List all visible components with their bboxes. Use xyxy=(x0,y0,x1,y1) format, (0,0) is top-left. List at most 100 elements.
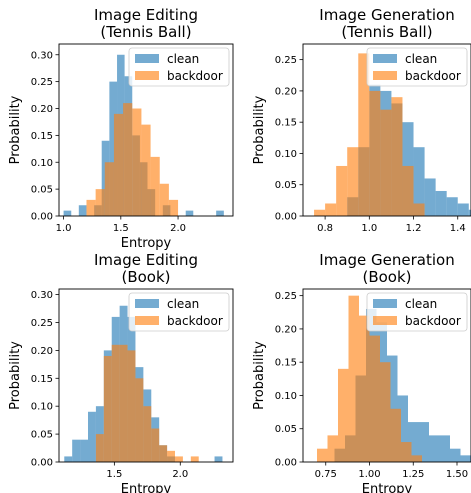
legend-label-clean: clean xyxy=(405,297,437,311)
chart-title: Image Generation (Tennis Ball) xyxy=(319,6,454,41)
bar-backdoor xyxy=(359,315,370,462)
bar-backdoor xyxy=(127,350,136,462)
bar-backdoor xyxy=(369,90,381,216)
y-tick-label: 0.00 xyxy=(31,212,53,223)
x-tick-label: 1.5 xyxy=(113,223,129,234)
legend-label-backdoor: backdoor xyxy=(167,69,223,83)
y-tick-label: 0.10 xyxy=(275,149,297,160)
bar-backdoor xyxy=(325,203,337,216)
x-tick-label: 2.0 xyxy=(170,223,186,234)
legend-swatch-backdoor xyxy=(373,71,397,80)
bar-backdoor xyxy=(168,199,179,216)
y-tick-label: 0.00 xyxy=(31,458,53,469)
y-tick-label: 0.20 xyxy=(275,324,297,335)
bar-backdoor xyxy=(104,162,114,216)
bar-clean xyxy=(80,439,88,462)
bar-backdoor xyxy=(95,434,104,462)
bar-backdoor xyxy=(402,165,414,216)
bar-backdoor xyxy=(151,428,160,462)
bar-clean xyxy=(109,81,118,216)
x-tick-label: 1.0 xyxy=(56,223,72,234)
bar-backdoor xyxy=(113,113,124,216)
bar-backdoor xyxy=(132,108,142,216)
bar-clean xyxy=(397,395,408,462)
bar-backdoor xyxy=(390,408,401,462)
x-tick-label: 0.75 xyxy=(315,469,337,480)
bar-clean xyxy=(460,455,471,462)
bar-clean xyxy=(72,439,81,462)
bar-backdoor xyxy=(347,147,359,216)
axes-frame xyxy=(58,288,234,463)
bar-backdoor xyxy=(413,203,425,216)
bar-clean xyxy=(64,456,73,462)
y-tick-label: 0.20 xyxy=(275,86,297,97)
y-tick-label: 0.05 xyxy=(31,185,53,196)
legend-swatch-clean xyxy=(135,299,159,308)
x-tick-label: 0.8 xyxy=(317,223,333,234)
plot-area xyxy=(317,295,471,462)
y-tick-label: 0.00 xyxy=(275,458,297,469)
legend: clean backdoor xyxy=(366,292,468,332)
bar-clean xyxy=(418,422,429,462)
y-tick-label: 0.25 xyxy=(275,55,297,66)
plot-area xyxy=(314,53,471,216)
chart-editing-tennis: 0.00 0.05 0.10 0.15 0.20 0.25 0.30 1.0 1.5 2.0 Ima… xyxy=(8,6,234,251)
bar-clean xyxy=(435,190,447,216)
y-tick-label: 0.25 xyxy=(31,318,53,329)
y-axis-label: Probability xyxy=(8,95,23,164)
x-tick-label: 1.4 xyxy=(450,223,466,234)
x-tick-label: 1.5 xyxy=(106,469,122,480)
axes-frame xyxy=(302,288,471,463)
bar-clean xyxy=(450,448,461,462)
x-axis-label: Entropy xyxy=(362,482,413,493)
bar-clean xyxy=(63,210,72,216)
plot-area xyxy=(64,305,223,462)
bar-backdoor xyxy=(380,362,391,462)
legend-swatch-backdoor xyxy=(373,316,397,325)
y-axis-label: Probability xyxy=(252,95,267,164)
bar-backdoor xyxy=(135,378,144,462)
legend-swatch-clean xyxy=(135,54,159,63)
axes-frame xyxy=(58,43,234,217)
y-tick-label: 0.05 xyxy=(275,424,297,435)
legend-label-clean: clean xyxy=(167,52,199,66)
y-axis-label: Probability xyxy=(8,341,23,410)
legend-label-backdoor: backdoor xyxy=(405,314,461,328)
bar-clean xyxy=(446,197,458,216)
bar-backdoor xyxy=(103,355,112,462)
y-tick-label: 0.15 xyxy=(275,118,297,129)
bar-backdoor xyxy=(141,124,151,216)
bar-backdoor xyxy=(159,445,168,462)
y-axis-label: Probability xyxy=(252,341,267,410)
bar-backdoor xyxy=(348,295,359,462)
bar-backdoor xyxy=(175,456,183,462)
chart-title: Image Editing (Book) xyxy=(94,251,198,286)
bar-backdoor xyxy=(336,165,348,216)
bar-clean xyxy=(185,210,194,216)
y-tick-label: 0.15 xyxy=(275,358,297,369)
legend: clean backdoor xyxy=(128,292,230,332)
legend-swatch-backdoor xyxy=(135,71,159,80)
y-tick-label: 0.30 xyxy=(31,290,53,301)
x-tick-label: 1.25 xyxy=(402,469,424,480)
legend-label-backdoor: backdoor xyxy=(167,314,223,328)
bar-clean xyxy=(216,210,224,216)
bar-clean xyxy=(429,435,440,462)
y-tick-label: 0.25 xyxy=(31,77,53,88)
legend-label-backdoor: backdoor xyxy=(405,69,461,83)
y-tick-label: 0.15 xyxy=(31,131,53,142)
bar-clean xyxy=(424,178,436,216)
y-tick-label: 0.10 xyxy=(31,158,53,169)
chart-title: Image Editing (Tennis Ball) xyxy=(94,6,198,41)
bar-backdoor xyxy=(401,442,412,462)
legend-swatch-clean xyxy=(373,54,397,63)
y-tick-label: 0.20 xyxy=(31,346,53,357)
bar-backdoor xyxy=(317,448,328,462)
chart-generation-book: 0.00 0.05 0.10 0.15 0.20 0.25 0.75 1.00 1.25 1.50… xyxy=(252,251,471,493)
chart-editing-book: 0.00 0.05 0.10 0.15 0.20 0.25 0.30 1.5 2.0 Image … xyxy=(8,251,234,493)
y-tick-label: 0.00 xyxy=(275,212,297,223)
bar-backdoor xyxy=(190,456,199,462)
y-tick-label: 0.15 xyxy=(31,374,53,385)
x-tick-label: 1.0 xyxy=(361,223,377,234)
